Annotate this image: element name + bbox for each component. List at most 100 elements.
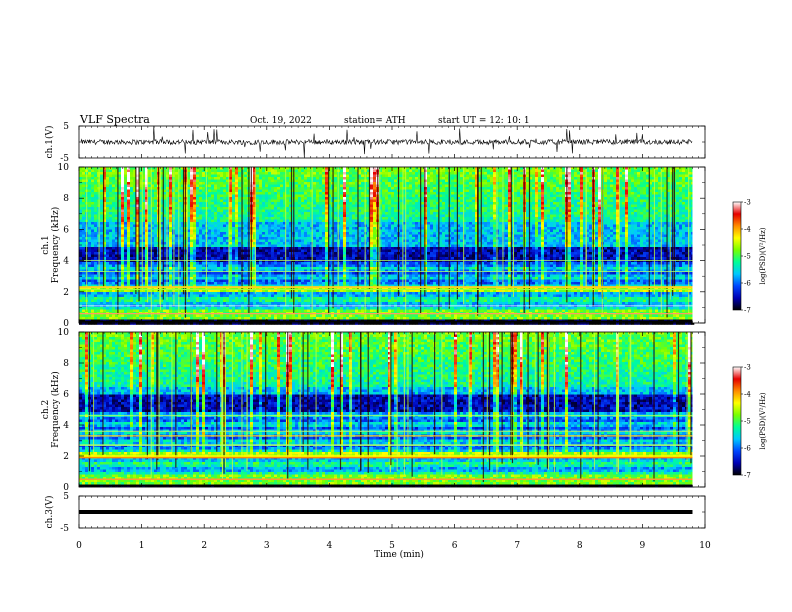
spectrogram-cell — [271, 307, 274, 310]
spectrogram-cell — [169, 262, 172, 265]
spectrogram-cell — [232, 172, 235, 175]
spectrogram-cell — [196, 245, 199, 248]
spectrogram-cell — [214, 237, 217, 240]
spectrogram-cell — [94, 215, 97, 218]
spectrogram-cell — [298, 212, 301, 215]
spectrogram-cell — [235, 215, 238, 218]
spectrogram-cell — [298, 177, 301, 180]
spectrogram-cell — [295, 255, 298, 258]
spectrogram-cell — [112, 190, 115, 193]
spectrogram-cell — [169, 277, 172, 280]
spectrogram-cell — [214, 267, 217, 270]
spectrogram-cell — [133, 317, 136, 320]
spectrogram-cell — [82, 307, 85, 310]
spectrogram-cell — [163, 307, 166, 310]
spectrogram-cell — [304, 227, 307, 230]
spectrogram-cell — [202, 195, 205, 198]
spectrogram-cell — [208, 247, 211, 250]
spectrogram-cell — [223, 227, 226, 230]
spectrogram-cell — [88, 280, 91, 283]
spectrogram-cell — [190, 265, 193, 268]
spectrogram-cell — [229, 207, 232, 210]
spectrogram-cell — [124, 212, 127, 215]
spectrogram-cell — [214, 235, 217, 238]
spectrogram-cell — [298, 272, 301, 275]
spectrogram-cell — [193, 235, 196, 238]
spectrogram-cell — [139, 315, 142, 318]
spectrogram-cell — [124, 182, 127, 185]
spectrogram-cell — [196, 197, 199, 200]
spectrogram-cell — [286, 252, 289, 255]
spectrogram-cell — [208, 232, 211, 235]
spectrogram-cell — [301, 200, 304, 203]
spectrogram-cell — [109, 317, 112, 320]
spectrogram-cell — [193, 262, 196, 265]
spectrogram-cell — [187, 310, 190, 313]
spectrogram-cell — [130, 307, 133, 310]
spectrogram-cell — [169, 210, 172, 213]
spectrogram-cell — [301, 237, 304, 240]
spectrogram-cell — [208, 182, 211, 185]
spectrogram-cell — [229, 180, 232, 183]
spectrogram-cell — [226, 317, 229, 320]
spectrogram-cell — [220, 230, 223, 233]
spectrogram-cell — [112, 310, 115, 313]
spectrogram-cell — [193, 292, 196, 295]
spectrogram-cell — [94, 182, 97, 185]
spectrogram-cell — [112, 197, 115, 200]
spectrogram-cell — [124, 252, 127, 255]
spectrogram-cell — [220, 295, 223, 298]
spectrogram-cell — [109, 167, 112, 170]
spectrogram-cell — [235, 175, 238, 178]
spectrogram-cell — [223, 217, 226, 220]
spectrogram-cell — [235, 277, 238, 280]
spectrogram-cell — [295, 295, 298, 298]
spectrogram-cell — [109, 297, 112, 300]
spectrogram-cell — [175, 217, 178, 220]
spectrogram-cell — [79, 252, 82, 255]
spectrogram-cell — [91, 257, 94, 260]
spectrogram-cell — [217, 190, 220, 193]
spectrogram-cell — [190, 242, 193, 245]
spectrogram-cell — [232, 175, 235, 178]
spectrogram-cell — [127, 222, 130, 225]
spectrogram-cell — [175, 222, 178, 225]
spectrogram-cell — [217, 272, 220, 275]
spectrogram-cell — [301, 175, 304, 178]
spectrogram-cell — [214, 185, 217, 188]
spectrogram-cell — [301, 207, 304, 210]
spectrogram-cell — [79, 210, 82, 213]
spectrogram-cell — [169, 297, 172, 300]
spectrogram-cell — [271, 247, 274, 250]
spectrogram-cell — [274, 215, 277, 218]
spectrogram-cell — [244, 225, 247, 228]
spectrogram-cell — [88, 292, 91, 295]
spectrogram-cell — [211, 280, 214, 283]
spectrogram-cell — [295, 275, 298, 278]
spectrogram-cell — [298, 172, 301, 175]
spectrogram-cell — [175, 247, 178, 250]
spectrogram-cell — [199, 262, 202, 265]
spectrogram-cell — [82, 185, 85, 188]
spectrogram-cell — [127, 235, 130, 238]
spectrogram-cell — [175, 315, 178, 318]
spectrogram-cell — [280, 245, 283, 248]
spectrogram-cell — [88, 232, 91, 235]
spectrogram-cell — [274, 265, 277, 268]
spectrogram-cell — [127, 265, 130, 268]
spectrogram-cell — [169, 257, 172, 260]
spectrogram-cell — [121, 272, 124, 275]
spectrogram-cell — [235, 187, 238, 190]
spectrogram-cell — [265, 310, 268, 313]
spectrogram-cell — [121, 275, 124, 278]
spectrogram-cell — [175, 185, 178, 188]
spectrogram-cell — [154, 197, 157, 200]
spectrogram-cell — [229, 187, 232, 190]
spectrogram-cell — [100, 217, 103, 220]
spectrogram-cell — [214, 292, 217, 295]
spectrogram-cell — [208, 280, 211, 283]
spectrogram-cell — [268, 252, 271, 255]
spectrogram-cell — [196, 252, 199, 255]
spectrogram-cell — [109, 187, 112, 190]
spectrogram-cell — [256, 222, 259, 225]
